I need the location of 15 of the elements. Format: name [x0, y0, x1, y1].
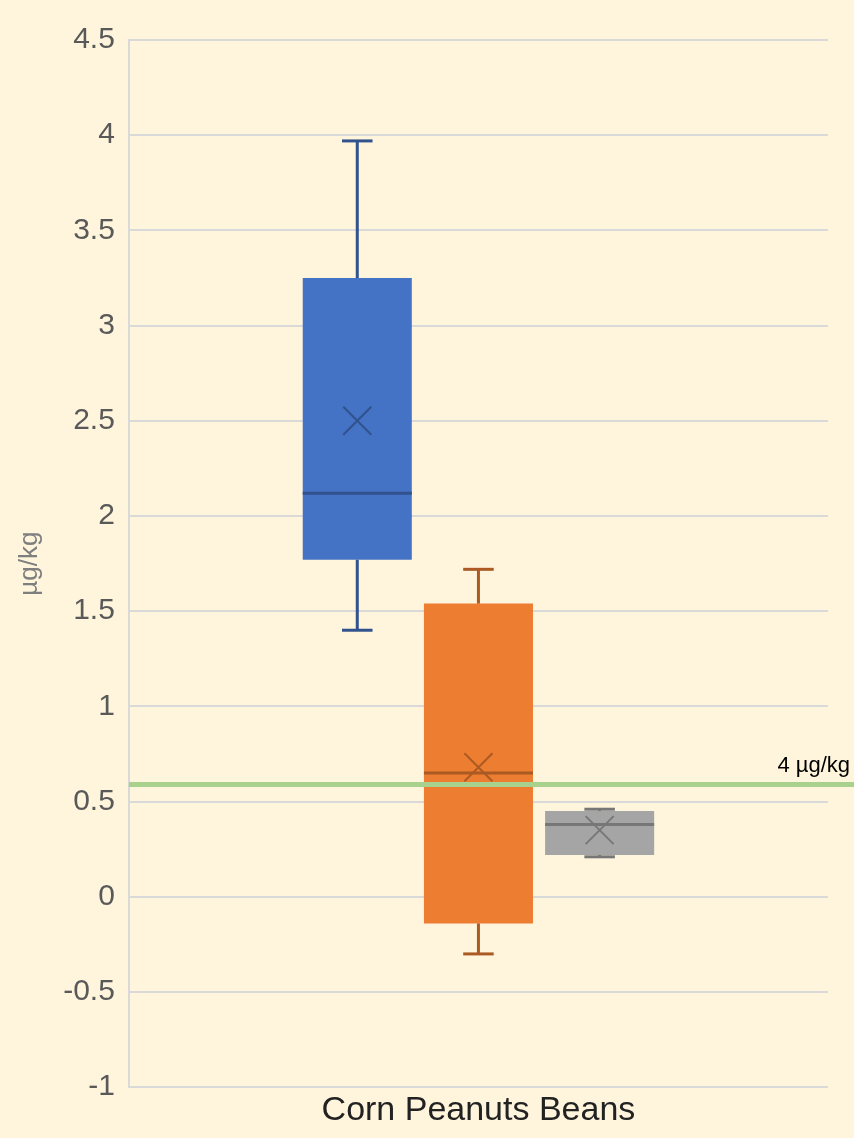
y-tick-label: 4.5 [73, 21, 115, 55]
y-tick-label: 3.5 [73, 211, 115, 245]
y-tick-label: 2 [98, 497, 115, 531]
x-tick-label: Corn Peanuts Beans [321, 1088, 636, 1127]
y-tick-label: 0 [98, 878, 115, 912]
y-tick-label: 0.5 [73, 782, 115, 816]
y-tick-label: -0.5 [63, 973, 115, 1007]
y-tick-label: 4 [98, 116, 115, 150]
y-tick-label: 3 [98, 306, 115, 340]
y-axis-title: µg/kg [12, 531, 43, 596]
ref-line-label: 4 µg/kg [777, 751, 850, 777]
y-tick-label: 1 [98, 687, 115, 721]
y-tick-label: -1 [88, 1068, 115, 1102]
y-tick-label: 2.5 [73, 402, 115, 436]
y-tick-label: 1.5 [73, 592, 115, 626]
